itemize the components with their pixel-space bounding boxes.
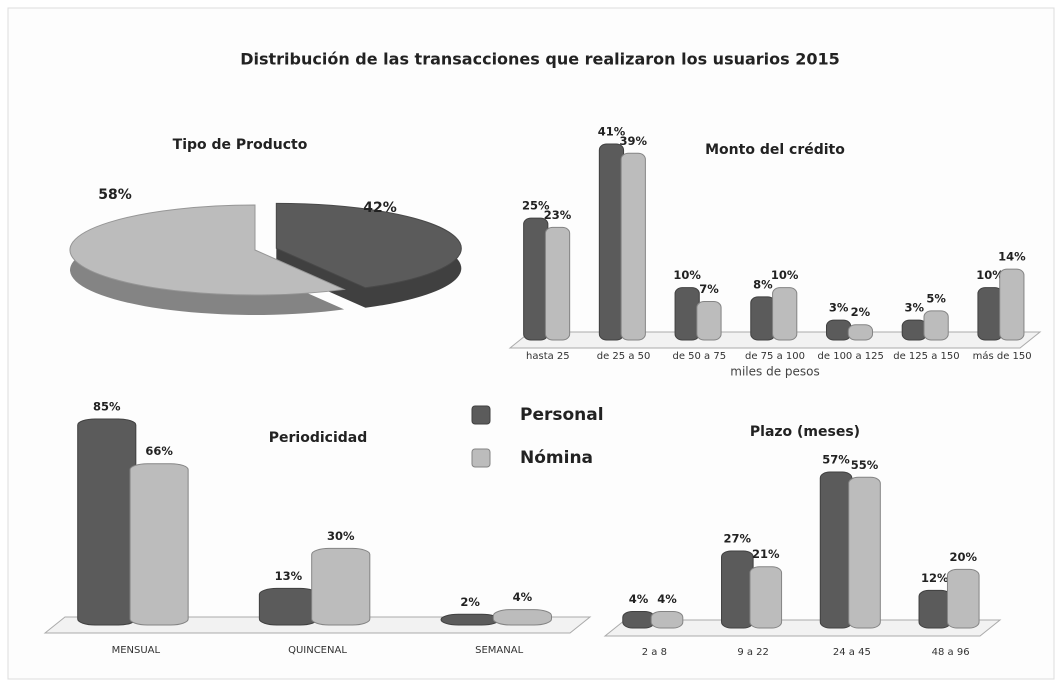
bar	[819, 471, 853, 629]
bar	[544, 226, 571, 341]
bar	[977, 287, 1003, 341]
page-title: Distribución de las transacciones que re…	[240, 50, 840, 69]
bar	[721, 550, 754, 629]
x-tick-label: de 100 a 125	[818, 351, 884, 362]
chart-title: Plazo (meses)	[750, 424, 860, 440]
x-tick-label: de 25 a 50	[597, 351, 651, 362]
bar	[258, 587, 319, 626]
bar	[129, 463, 189, 626]
pie-slice	[69, 204, 346, 296]
bar	[923, 310, 949, 341]
x-tick-label: de 125 a 150	[893, 351, 959, 362]
value-label: 55%	[851, 458, 879, 472]
value-label: 58%	[98, 187, 132, 203]
legend-label: Nómina	[520, 448, 593, 468]
bar	[848, 476, 881, 629]
value-label: 25%	[522, 199, 550, 213]
value-label: 4%	[657, 592, 677, 606]
value-label: 2%	[851, 305, 871, 319]
value-label: 4%	[629, 592, 649, 606]
x-tick-label: más de 150	[973, 350, 1032, 362]
x-tick-label: de 75 a 100	[745, 351, 805, 362]
value-label: 4%	[513, 590, 533, 604]
bar	[847, 324, 874, 341]
x-tick-label: 9 a 22	[737, 647, 769, 658]
value-label: 23%	[544, 208, 572, 222]
x-tick-label: 48 a 96	[932, 647, 970, 658]
x-tick-label: 2 a 8	[642, 647, 667, 658]
x-tick-label: de 50 a 75	[672, 351, 726, 362]
value-label: 20%	[949, 550, 977, 564]
bar	[946, 568, 980, 629]
value-label: 14%	[998, 250, 1026, 264]
value-label: 66%	[145, 444, 173, 458]
bar	[622, 610, 655, 629]
bar	[440, 613, 500, 626]
value-label: 57%	[822, 453, 850, 467]
value-label: 10%	[976, 268, 1004, 282]
value-label: 30%	[327, 529, 355, 543]
bar	[650, 610, 684, 629]
chart-title: Monto del crédito	[705, 142, 845, 158]
value-label: 10%	[771, 268, 799, 282]
bar	[750, 296, 776, 341]
value-label: 7%	[699, 282, 719, 296]
bar	[825, 319, 852, 341]
value-label: 42%	[363, 200, 397, 216]
chart-title: Periodicidad	[269, 430, 368, 446]
value-label: 10%	[673, 268, 701, 282]
value-label: 13%	[275, 569, 303, 583]
chart-title: Tipo de Producto	[173, 137, 308, 153]
x-tick-label: MENSUAL	[112, 645, 161, 656]
x-tick-label: hasta 25	[526, 351, 570, 362]
x-tick-label: 24 a 45	[833, 647, 871, 658]
value-label: 41%	[598, 125, 626, 139]
bar	[674, 287, 700, 341]
bar	[523, 217, 549, 341]
x-tick-label: QUINCENAL	[288, 645, 347, 656]
bar	[492, 609, 552, 626]
bar	[918, 589, 952, 629]
value-label: 5%	[926, 291, 946, 305]
floor	[603, 619, 1002, 637]
pie-slice	[275, 202, 462, 289]
bar	[749, 566, 783, 629]
bar	[772, 287, 798, 341]
bar	[620, 152, 646, 341]
value-label: 27%	[724, 531, 752, 545]
value-label: 3%	[905, 301, 925, 315]
x-axis-label: miles de pesos	[730, 365, 819, 379]
legend-label: Personal	[520, 405, 604, 425]
x-tick-label: SEMANAL	[475, 645, 523, 656]
legend-swatch	[471, 448, 491, 468]
value-label: 3%	[829, 301, 849, 315]
value-label: 2%	[460, 595, 480, 609]
value-label: 85%	[93, 400, 121, 414]
bar	[77, 418, 137, 626]
value-label: 12%	[921, 571, 949, 585]
bar	[696, 301, 722, 341]
legend-swatch	[471, 405, 491, 425]
bar	[999, 268, 1025, 341]
bar	[901, 319, 927, 341]
value-label: 8%	[753, 277, 773, 291]
value-label: 21%	[752, 547, 780, 561]
bar	[598, 143, 625, 341]
value-label: 39%	[619, 134, 647, 148]
bar	[311, 547, 371, 626]
